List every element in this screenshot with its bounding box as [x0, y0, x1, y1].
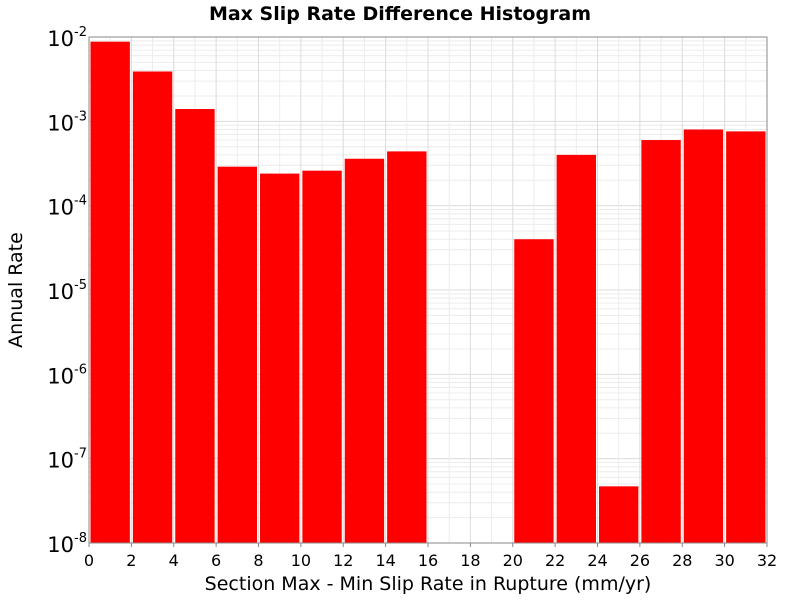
x-tick-label: 32	[757, 551, 777, 570]
y-tick-label: 10 -8	[47, 531, 87, 557]
bar	[387, 151, 427, 543]
y-tick-label: 10 -4	[47, 194, 87, 220]
bar	[599, 486, 639, 543]
x-tick-label: 6	[211, 551, 221, 570]
bar	[556, 154, 596, 543]
x-tick-label: 20	[503, 551, 523, 570]
x-tick-label: 12	[333, 551, 353, 570]
x-tick-label: 30	[714, 551, 734, 570]
bar	[344, 158, 385, 543]
x-tick-label: 14	[375, 551, 395, 570]
chart-title: Max Slip Rate Difference Histogram	[209, 3, 591, 25]
y-tick-base: 10	[47, 111, 74, 135]
y-tick-label: 10 -2	[47, 25, 87, 51]
y-tick-base: 10	[47, 449, 74, 473]
y-tick-base: 10	[47, 27, 74, 51]
bar	[260, 173, 300, 544]
x-axis-label: Section Max - Min Slip Rate in Rupture (…	[205, 573, 652, 595]
y-tick-exponent: -8	[74, 531, 87, 546]
y-tick-base: 10	[47, 364, 74, 388]
y-tick-exponent: -6	[74, 362, 87, 377]
y-tick-exponent: -3	[74, 109, 87, 124]
bar	[132, 71, 173, 544]
y-tick-label: 10 -3	[47, 109, 87, 135]
bar	[683, 129, 724, 543]
x-tick-label: 22	[545, 551, 565, 570]
bar	[641, 140, 681, 543]
y-axis-label: Annual Rate	[5, 232, 27, 348]
x-tick-label: 10	[291, 551, 311, 570]
bar	[726, 131, 766, 544]
bar	[217, 166, 257, 544]
y-tick-label: 10 -5	[47, 278, 87, 304]
y-tick-label: 10 -7	[47, 447, 87, 473]
x-tick-label: 18	[460, 551, 480, 570]
bar	[514, 239, 554, 544]
bar	[302, 170, 342, 543]
y-axis-ticks: 10-210-310-410-510-610-710-8	[47, 25, 87, 557]
x-tick-label: 24	[587, 551, 607, 570]
x-tick-label: 26	[630, 551, 650, 570]
x-axis-ticks: 0 2 4 6 8 10 12 14 16 18 20 22 24 26 28 30 32	[84, 543, 777, 570]
y-tick-base: 10	[47, 280, 74, 304]
bars-group	[90, 41, 766, 544]
y-tick-exponent: -7	[74, 447, 87, 462]
x-tick-label: 0	[84, 551, 94, 570]
bar	[90, 41, 130, 544]
y-tick-exponent: -2	[74, 25, 87, 40]
x-tick-label: 28	[672, 551, 692, 570]
y-tick-base: 10	[47, 196, 74, 220]
y-tick-exponent: -5	[74, 278, 87, 293]
x-tick-label: 2	[126, 551, 136, 570]
x-tick-label: 4	[169, 551, 179, 570]
y-tick-base: 10	[47, 533, 74, 557]
y-tick-label: 10 -6	[47, 362, 87, 388]
x-tick-label: 16	[418, 551, 438, 570]
x-tick-label: 8	[253, 551, 263, 570]
bar	[175, 109, 215, 543]
y-tick-exponent: -4	[74, 194, 87, 209]
